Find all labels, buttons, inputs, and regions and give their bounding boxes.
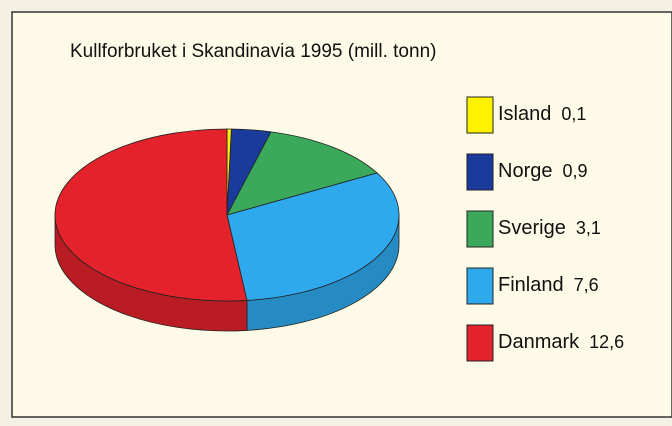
legend-label: Island 0,1 (498, 103, 586, 125)
legend-value: 0,1 (561, 104, 586, 124)
legend-label: Danmark 12,6 (498, 331, 624, 353)
legend-name: Danmark (498, 331, 580, 353)
slice (54, 128, 248, 302)
legend-swatch (466, 267, 494, 305)
legend-value: 3,1 (576, 218, 601, 238)
slice (226, 131, 378, 216)
legend-label: Finland 7,6 (498, 274, 599, 296)
legend-value: 7,6 (574, 275, 599, 295)
legend-value: 0,9 (562, 161, 587, 181)
chart-title: Kullforbruket i Skandinavia 1995 (mill. … (70, 41, 436, 62)
legend-value: 12,6 (589, 332, 624, 352)
legend-swatch (466, 96, 494, 134)
legend-swatch (466, 210, 494, 248)
legend-name: Island (498, 103, 551, 125)
legend-swatch (466, 324, 494, 362)
legend-name: Finland (498, 274, 564, 296)
legend-name: Norge (498, 160, 552, 182)
legend-label: Norge 0,9 (498, 160, 588, 182)
legend-swatch (466, 153, 494, 191)
slice (226, 172, 400, 301)
legend-label: Sverige 3,1 (498, 217, 601, 239)
legend-name: Sverige (498, 217, 566, 239)
